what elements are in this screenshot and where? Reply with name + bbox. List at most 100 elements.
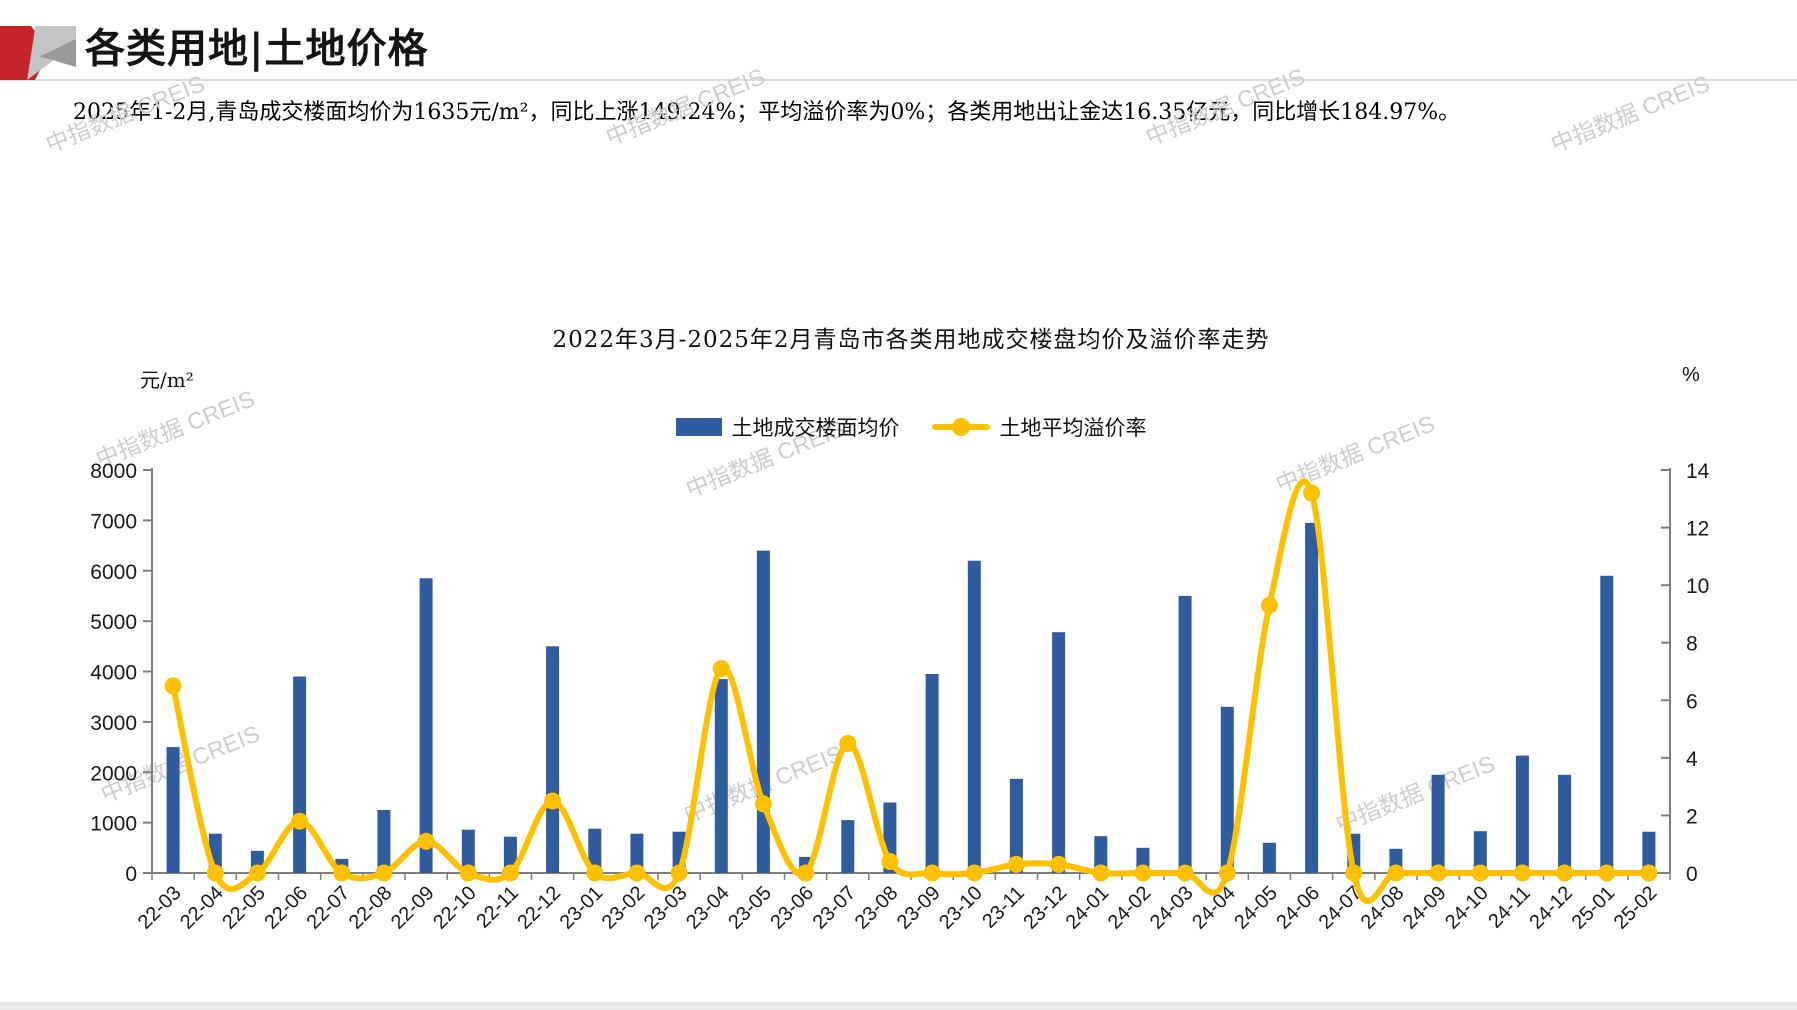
x-axis-category-label: 24-09 [1399, 882, 1451, 934]
bar [1600, 575, 1614, 873]
bar [1220, 706, 1234, 873]
bar [1642, 831, 1656, 873]
x-axis-category-label: 22-10 [429, 882, 481, 934]
line-marker [1387, 864, 1405, 882]
line-marker [1176, 864, 1194, 882]
summary-text: 2025年1-2月,青岛成交楼面均价为1635元/m²，同比上涨149.24%；… [73, 100, 1461, 125]
bar [714, 679, 728, 873]
x-axis-category-label: 23-04 [682, 882, 734, 934]
bar [967, 560, 981, 873]
line-marker [417, 832, 435, 850]
page-title: 各类用地|土地价格 [85, 25, 429, 72]
left-axis-tick-label: 5000 [90, 611, 137, 634]
line-marker [544, 792, 562, 810]
x-axis-category-label: 23-12 [1019, 882, 1071, 934]
bar [630, 833, 644, 873]
right-axis-tick-label: 14 [1686, 460, 1710, 483]
line-marker [291, 812, 309, 830]
bar [1473, 831, 1487, 873]
line-marker [1556, 864, 1574, 882]
right-axis-tick-label: 4 [1686, 748, 1698, 771]
bar [461, 829, 475, 873]
x-axis-category-label: 22-08 [345, 882, 397, 934]
bar [1094, 836, 1108, 873]
bar [1052, 632, 1066, 873]
footer-strip [0, 1002, 1797, 1010]
bar [1305, 522, 1319, 873]
left-axis-tick-label: 8000 [90, 460, 137, 483]
right-axis-tick-label: 2 [1686, 805, 1698, 828]
right-axis-tick-label: 6 [1686, 690, 1698, 713]
x-axis-category-label: 24-05 [1230, 882, 1282, 934]
bar [588, 828, 602, 873]
line-marker [375, 864, 393, 882]
bar [1515, 755, 1529, 873]
x-axis-category-label: 24-10 [1441, 882, 1493, 934]
x-axis-category-label: 23-02 [598, 882, 650, 934]
left-axis-tick-label: 7000 [90, 510, 137, 533]
x-axis-category-label: 23-11 [978, 882, 1029, 933]
x-axis-category-label: 25-02 [1610, 882, 1662, 934]
bar [756, 550, 770, 873]
line-marker [1640, 864, 1658, 882]
right-axis-tick-label: 12 [1686, 518, 1709, 541]
line-marker [881, 853, 899, 870]
header-divider [0, 79, 1797, 81]
line-marker [628, 864, 646, 882]
x-axis-category-label: 22-12 [513, 882, 565, 934]
line-marker [1218, 864, 1236, 882]
line-marker [459, 864, 477, 882]
line-marker [586, 864, 604, 882]
line-marker [1303, 484, 1321, 502]
x-axis-category-label: 22-04 [176, 882, 228, 934]
x-axis-category-label: 24-04 [1188, 882, 1240, 934]
x-axis-category-label: 24-11 [1484, 882, 1535, 933]
left-axis-tick-label: 0 [125, 863, 137, 886]
bar [1262, 842, 1276, 873]
bar [419, 578, 433, 873]
line-marker [1260, 596, 1278, 614]
left-axis-tick-label: 2000 [90, 762, 137, 785]
bar [1558, 774, 1572, 873]
left-axis-tick-label: 4000 [90, 662, 137, 685]
x-axis-category-label: 24-02 [1104, 882, 1156, 934]
x-axis-category-label: 22-11 [472, 882, 523, 933]
line-marker [1092, 864, 1110, 882]
bar [166, 747, 180, 873]
line-marker [712, 660, 730, 678]
line-marker [1598, 864, 1616, 882]
x-axis-category-label: 24-12 [1525, 882, 1577, 934]
right-axis-tick-label: 8 [1686, 633, 1698, 656]
right-axis-tick-label: 10 [1686, 575, 1709, 598]
right-axis-unit: % [1682, 364, 1700, 386]
x-axis-category-label: 23-01 [556, 882, 608, 934]
line-marker [839, 735, 857, 752]
line-marker [754, 795, 772, 813]
premium-line [170, 478, 1652, 905]
x-axis-category-label: 23-08 [851, 882, 903, 934]
bar [1009, 778, 1023, 873]
line-marker [1471, 864, 1489, 882]
line-marker [797, 864, 815, 882]
bar [841, 820, 855, 873]
line-marker [923, 864, 941, 882]
x-axis-category-label: 24-01 [1062, 882, 1114, 934]
left-axis-tick-label: 1000 [90, 813, 137, 836]
line-marker [501, 864, 519, 882]
line-marker [206, 864, 224, 882]
line-marker [1134, 864, 1152, 882]
bar [925, 674, 939, 873]
line-marker [670, 864, 688, 882]
x-axis-category-label: 23-06 [766, 882, 818, 934]
x-axis-category-label: 25-01 [1568, 882, 1620, 934]
left-axis-tick-label: 3000 [90, 712, 137, 735]
x-axis-category-label: 24-06 [1272, 882, 1324, 934]
creis-logo-icon [0, 26, 76, 80]
right-axis-tick-label: 0 [1686, 863, 1698, 886]
bar [1431, 774, 1445, 873]
x-axis-category-label: 22-06 [260, 882, 312, 934]
line-marker [1050, 855, 1068, 873]
x-axis-category-label: 23-09 [893, 882, 945, 934]
left-axis-unit: 元/m² [140, 368, 194, 392]
